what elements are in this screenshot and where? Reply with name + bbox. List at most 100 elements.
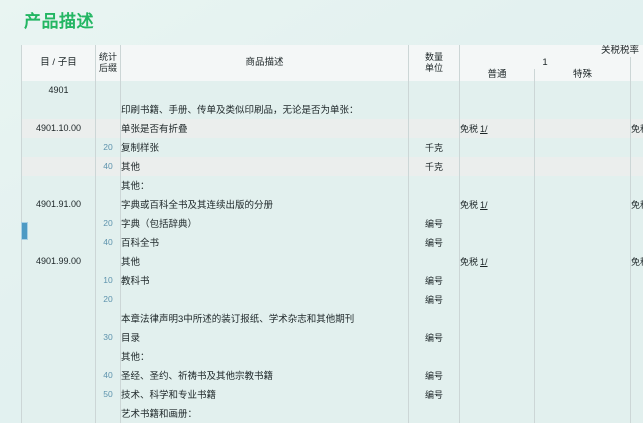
cell-statistical-suffix: 10 — [95, 270, 121, 290]
cell-statistical-suffix: 20 — [95, 137, 121, 157]
table-row[interactable]: 20 复制样张 千克 — [21, 137, 643, 157]
cell-heading-number — [21, 308, 96, 328]
table-row[interactable]: 其他： — [21, 346, 643, 366]
cell-rate-special — [534, 137, 631, 157]
cell-heading-number: 4901.10.00 — [21, 118, 96, 138]
table-row[interactable]: 本章法律声明3中所述的装订报纸、学术杂志和其他期刊 — [21, 308, 643, 328]
cell-rate-general — [459, 384, 535, 404]
footnote-ref[interactable]: 1/ — [480, 199, 488, 210]
table-row[interactable]: 其他： — [21, 175, 643, 195]
cell-rate-column2: 免税1/ — [629, 194, 643, 214]
tariff-table: 目 / 子目 统计 后缀 商品描述 数量 单位 关税税率i 1 2 普通 — [21, 45, 643, 423]
cell-rate-special — [534, 118, 631, 138]
cell-commodity-description: 艺术书籍和画册： — [120, 403, 409, 423]
cell-heading-number: 4901.91.00 — [21, 194, 96, 214]
table-row[interactable]: 4901 — [21, 80, 643, 100]
cell-quantity-unit — [408, 346, 460, 366]
cell-rate-general — [459, 289, 535, 309]
cell-rate-general: 免税 1/ — [459, 118, 535, 138]
cell-commodity-description: 教科书 — [120, 270, 409, 290]
cell-statistical-suffix — [95, 118, 121, 138]
cell-quantity-unit: 编号 — [408, 289, 460, 309]
cell-rate-general — [459, 346, 535, 366]
cell-commodity-description: 圣经、圣约、祈祷书及其他宗教书籍 — [120, 365, 409, 385]
table-row[interactable]: 4901.99.00 其他 免税1/免税1/ — [21, 251, 643, 271]
table-row[interactable]: 20 编号 — [21, 289, 643, 309]
cell-quantity-unit — [408, 175, 460, 195]
table-row[interactable]: 艺术书籍和画册： — [21, 403, 643, 423]
table-row[interactable]: 4901.10.00 单张是否有折叠 免税1/免税1/ — [21, 118, 643, 138]
cell-commodity-description: 字典或百科全书及其连续出版的分册 — [120, 194, 409, 214]
cell-rate-column2: 免税1/ — [629, 118, 643, 138]
cell-statistical-suffix: 30 — [95, 327, 121, 347]
tariff-table-scroll-area[interactable]: 目 / 子目 统计 后缀 商品描述 数量 单位 关税税率i 1 2 普通 — [21, 45, 643, 423]
cell-rate-column2 — [629, 289, 643, 309]
header-unit-line2: 单位 — [424, 62, 443, 73]
table-row[interactable]: 4901.91.00 字典或百科全书及其连续出版的分册 免税1/免税1/ — [21, 194, 643, 214]
cell-quantity-unit — [408, 403, 460, 423]
cell-quantity-unit: 编号 — [408, 365, 460, 385]
cell-statistical-suffix: 20 — [95, 213, 121, 233]
cell-rate-special — [534, 251, 631, 271]
table-row[interactable]: 50 技术、科学和专业书籍 编号 — [21, 384, 643, 404]
cell-statistical-suffix — [95, 194, 121, 214]
cell-heading-number — [21, 384, 96, 404]
cell-heading-number — [21, 137, 96, 157]
cell-commodity-description: 其他 — [120, 251, 409, 271]
table-row[interactable]: 40 百科全书 编号 — [21, 232, 643, 252]
cell-quantity-unit — [408, 251, 460, 271]
table-row[interactable]: 40 其他 千克 — [21, 156, 643, 176]
cell-rate-special — [534, 327, 631, 347]
cell-statistical-suffix — [95, 346, 121, 366]
cell-quantity-unit: 千克 — [408, 156, 460, 176]
cell-rate-column2 — [629, 384, 643, 404]
header-suffix-line2: 后缀 — [98, 62, 117, 73]
cell-commodity-description: 字典（包括辞典） — [120, 213, 409, 233]
cell-heading-number — [21, 232, 96, 252]
cell-statistical-suffix — [95, 175, 121, 195]
cell-rate-column2 — [629, 270, 643, 290]
row-caret-marker[interactable] — [21, 222, 28, 240]
footnote-ref[interactable]: 1/ — [480, 123, 488, 134]
cell-heading-number: 4901.99.00 — [21, 251, 96, 271]
footnote-ref[interactable]: 1/ — [480, 256, 488, 267]
cell-commodity-description: 复制样张 — [120, 137, 409, 157]
cell-heading-number — [21, 99, 96, 119]
cell-heading-number — [21, 403, 96, 423]
cell-heading-number — [21, 270, 96, 290]
cell-rate-special — [534, 403, 631, 423]
cell-heading-number — [21, 156, 96, 176]
cell-quantity-unit: 千克 — [408, 137, 460, 157]
cell-statistical-suffix — [95, 80, 121, 100]
cell-heading-number — [21, 213, 96, 233]
cell-rate-general: 免税 1/ — [459, 194, 535, 214]
cell-rate-special — [534, 308, 631, 328]
cell-quantity-unit — [408, 118, 460, 138]
cell-rate-general — [459, 270, 535, 290]
cell-rate-column2 — [629, 346, 643, 366]
cell-statistical-suffix: 20 — [95, 289, 121, 309]
cell-quantity-unit — [408, 80, 460, 100]
header-tariff-rate-group: 关税税率i — [458, 45, 643, 57]
table-row[interactable]: 20 字典（包括辞典） 编号 — [21, 213, 643, 233]
cell-rate-general — [459, 156, 535, 176]
cell-rate-column2 — [629, 175, 643, 195]
table-row[interactable]: 10 教科书 编号 — [21, 270, 643, 290]
cell-rate-general — [459, 137, 535, 157]
page-title: 产品描述 — [24, 12, 94, 31]
cell-statistical-suffix: 40 — [95, 156, 121, 176]
cell-heading-number — [21, 346, 96, 366]
table-row[interactable]: 40 圣经、圣约、祈祷书及其他宗教书籍 编号 — [21, 365, 643, 385]
cell-rate-column2 — [629, 232, 643, 252]
cell-rate-general — [459, 80, 535, 100]
cell-rate-column2 — [629, 327, 643, 347]
cell-rate-column2: 免税1/ — [629, 251, 643, 271]
header-heading: 目 / 子目 — [21, 45, 96, 81]
cell-commodity-description — [120, 289, 409, 309]
cell-quantity-unit — [408, 308, 460, 328]
cell-rate-column2 — [629, 80, 643, 100]
cell-statistical-suffix — [95, 251, 121, 271]
table-row[interactable]: 印刷书籍、手册、传单及类似印刷品，无论是否为单张： — [21, 99, 643, 119]
header-rate-column-1: 1 — [459, 56, 631, 69]
table-row[interactable]: 30 目录 编号 — [21, 327, 643, 347]
